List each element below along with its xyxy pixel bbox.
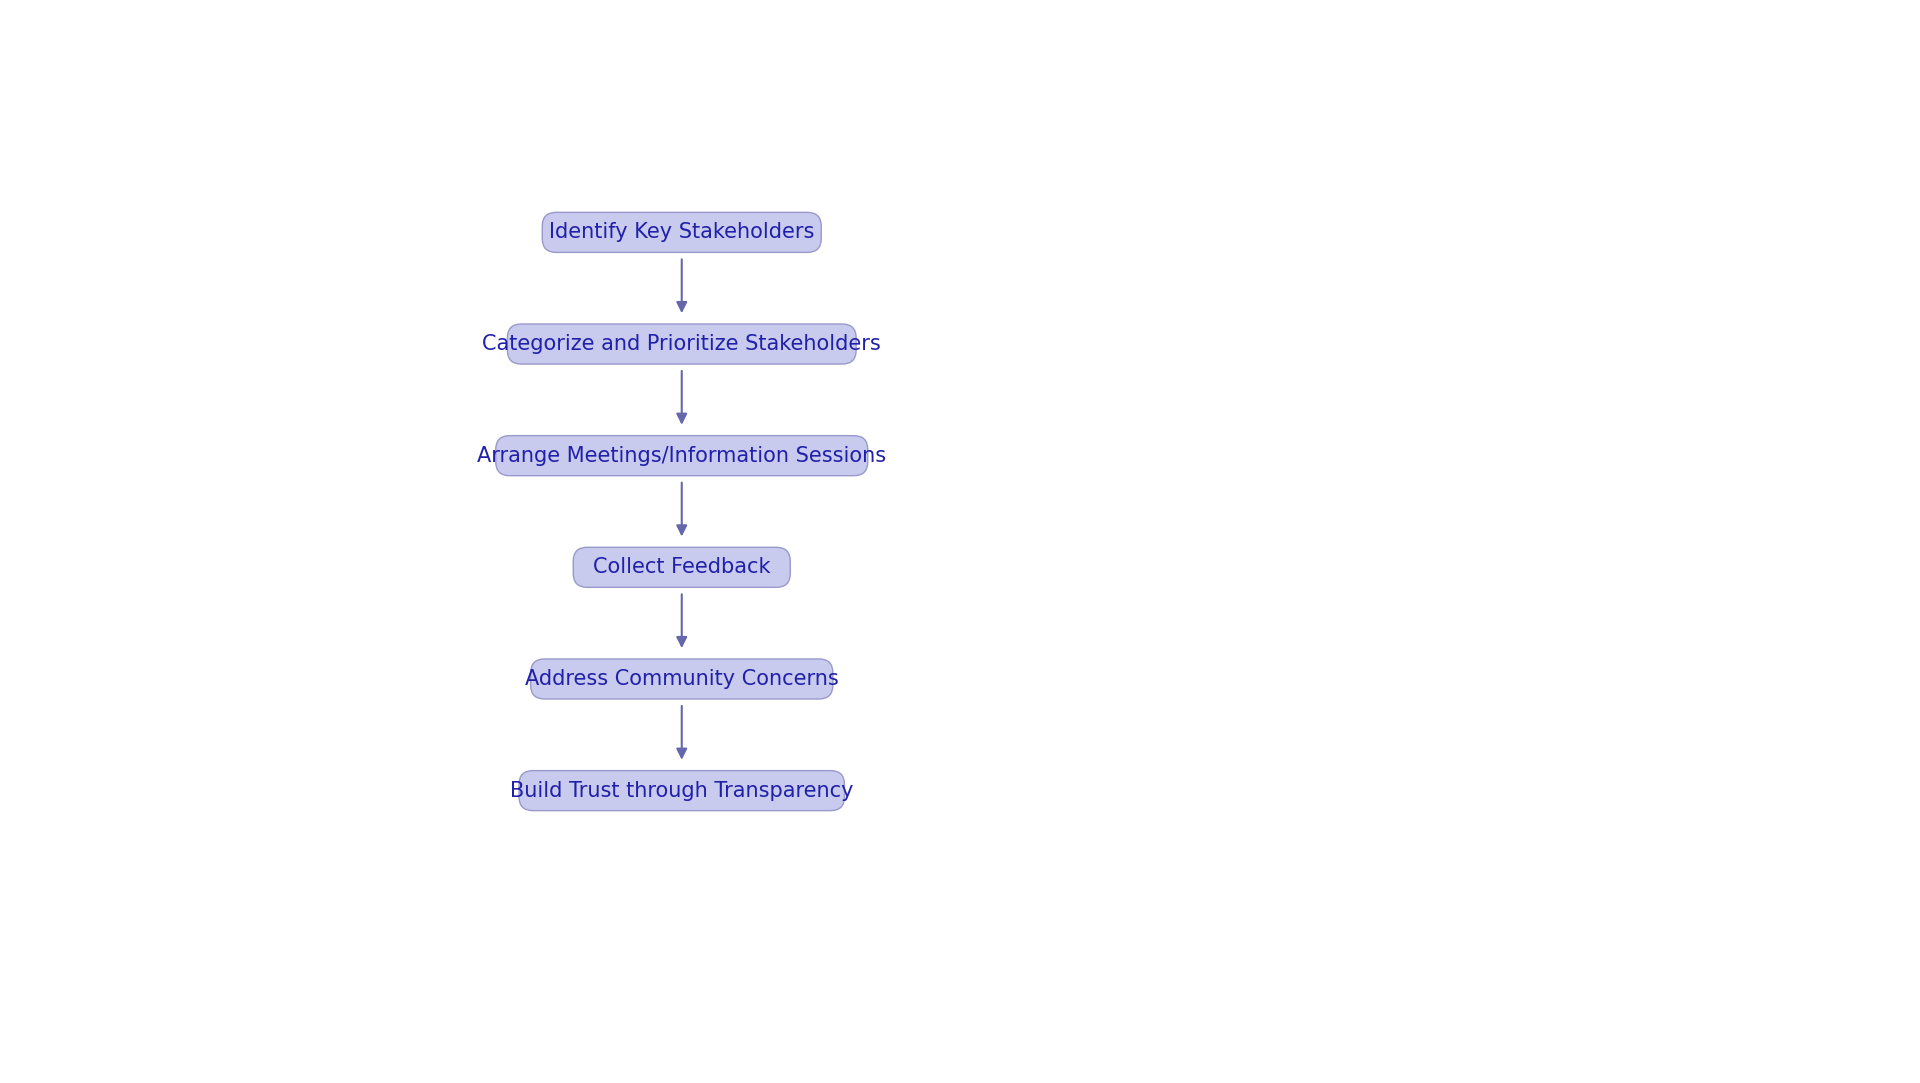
FancyBboxPatch shape [518,771,845,811]
FancyBboxPatch shape [574,547,791,587]
Text: Address Community Concerns: Address Community Concerns [524,669,839,689]
Text: Identify Key Stakeholders: Identify Key Stakeholders [549,222,814,243]
FancyBboxPatch shape [495,435,868,475]
FancyBboxPatch shape [507,324,856,364]
Text: Build Trust through Transparency: Build Trust through Transparency [511,781,854,800]
Text: Collect Feedback: Collect Feedback [593,558,770,577]
Text: Arrange Meetings/Information Sessions: Arrange Meetings/Information Sessions [478,446,887,466]
FancyBboxPatch shape [541,212,822,252]
FancyBboxPatch shape [530,658,833,699]
Text: Categorize and Prioritize Stakeholders: Categorize and Prioritize Stakeholders [482,334,881,354]
